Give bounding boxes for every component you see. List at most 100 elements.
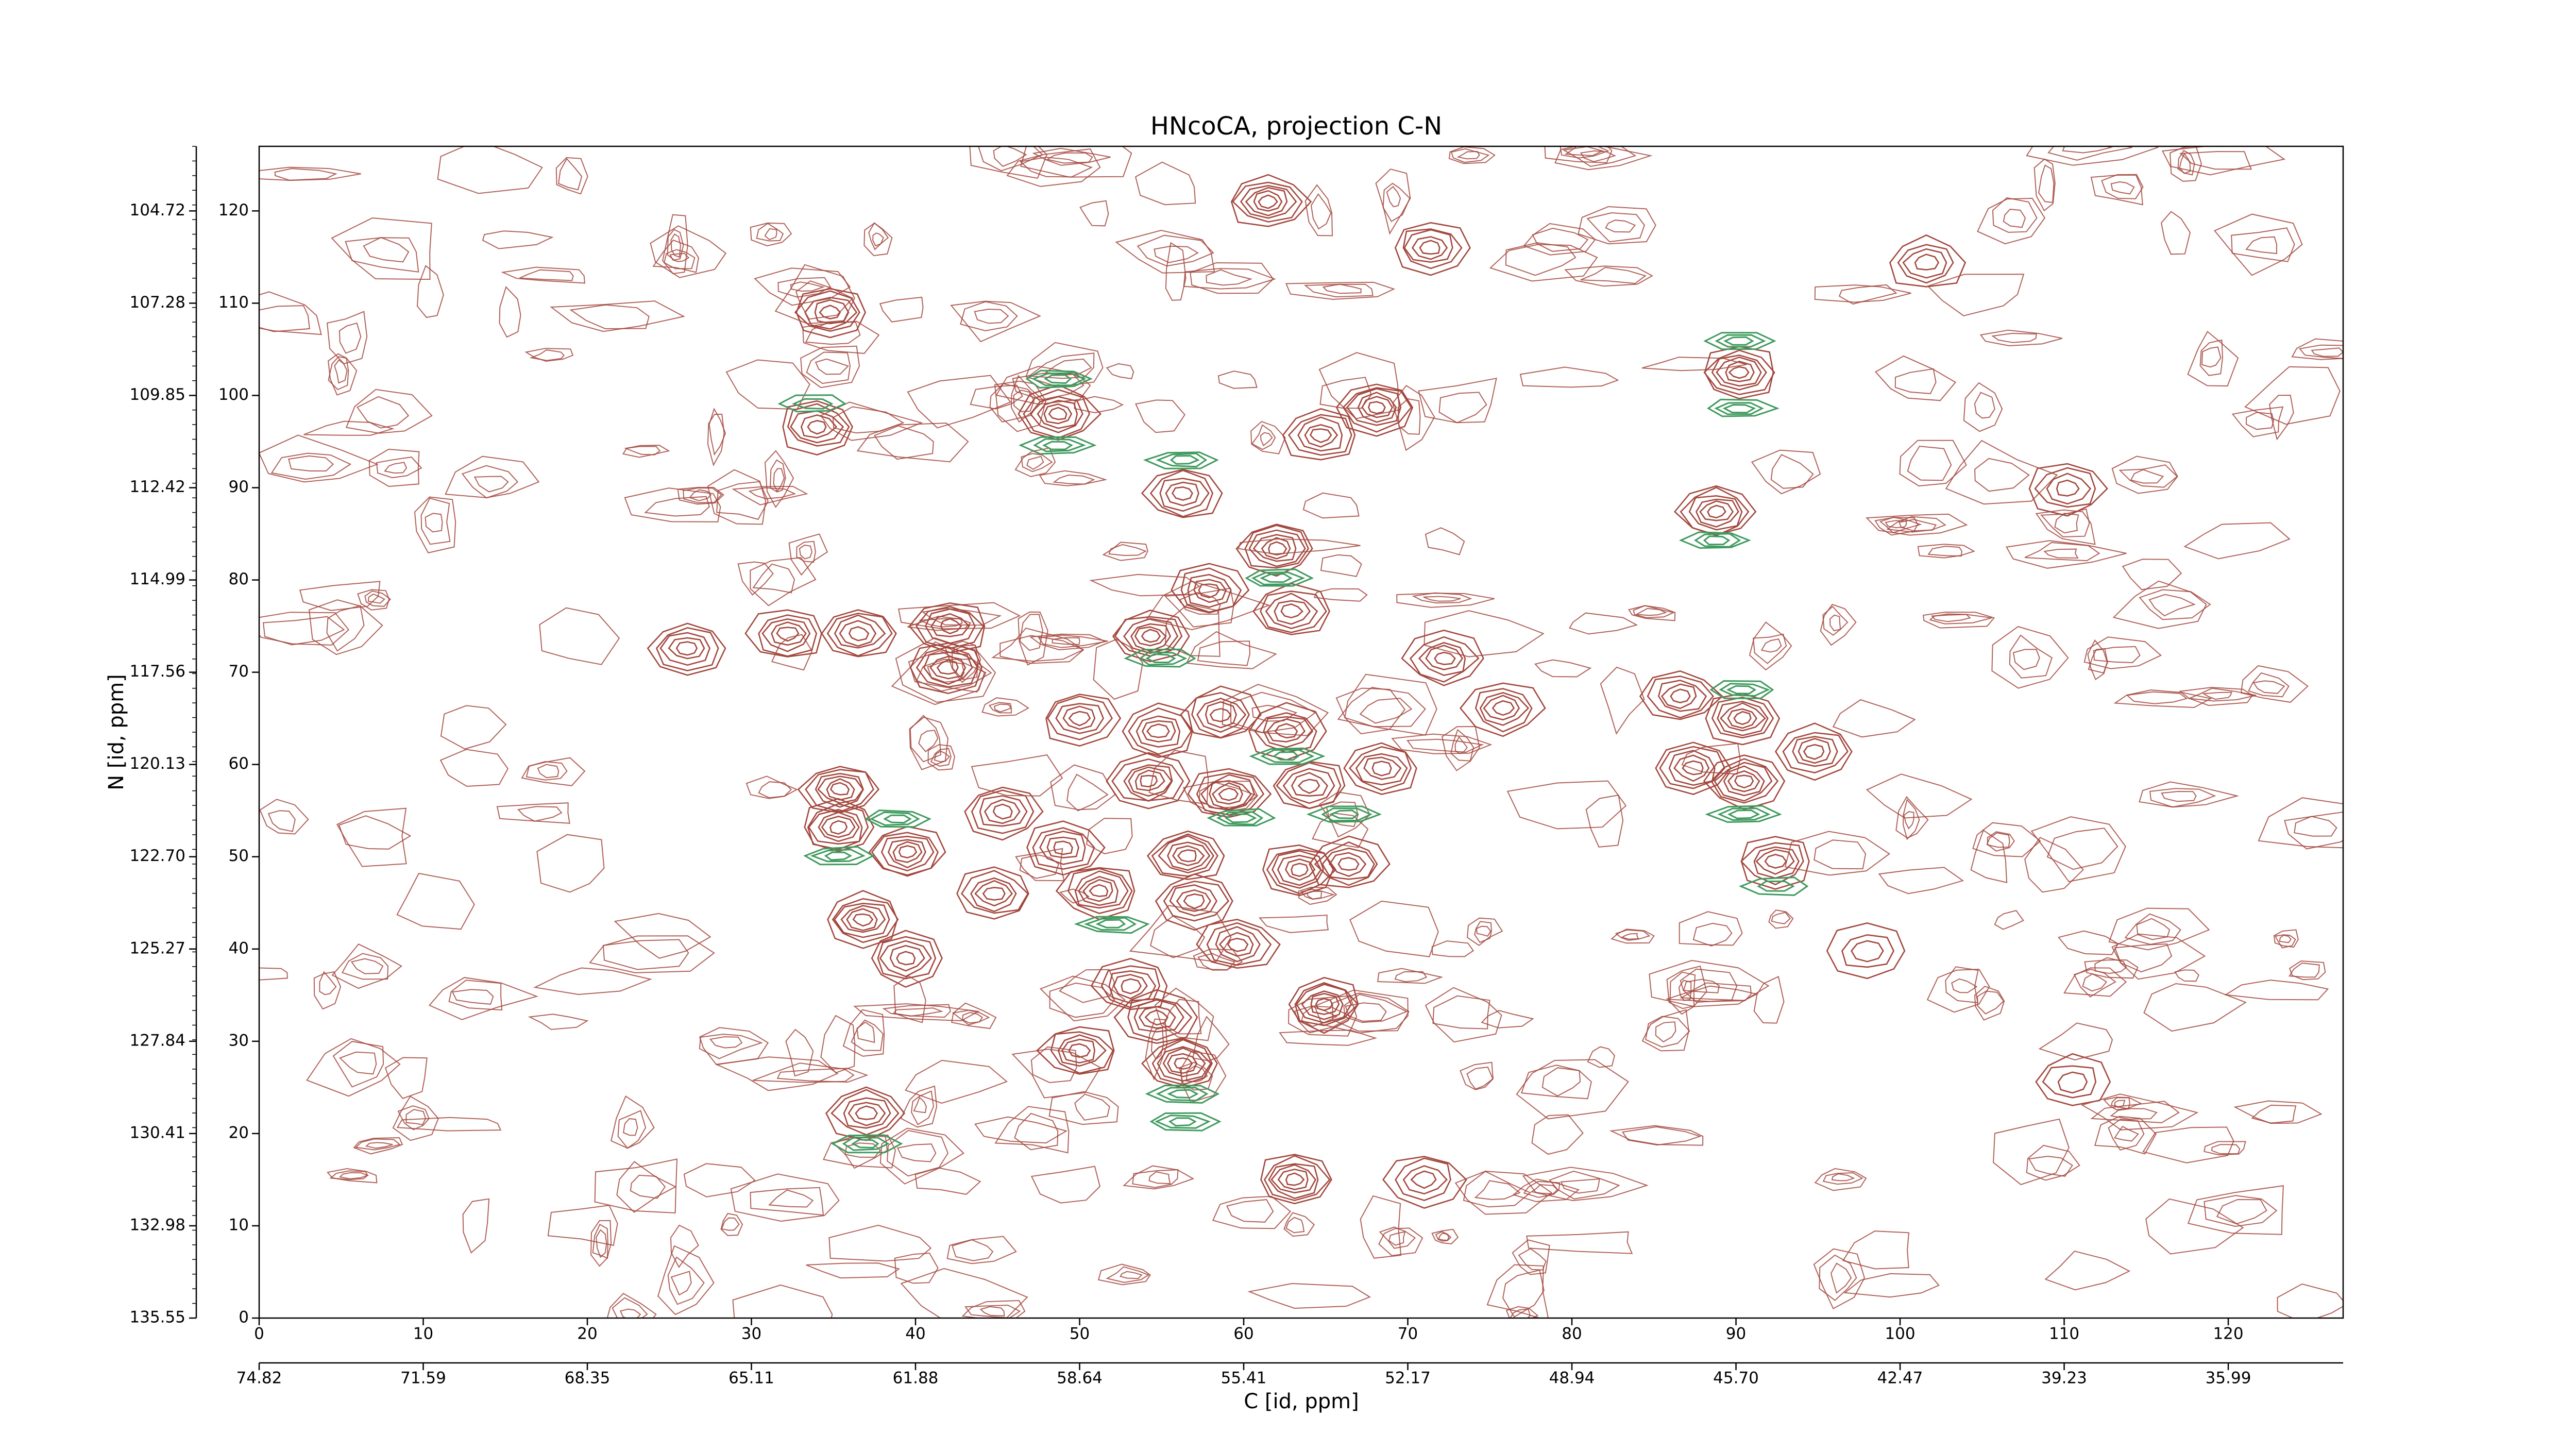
noise-contour bbox=[2179, 152, 2191, 174]
contour-ring bbox=[1764, 854, 1787, 869]
contour-ring bbox=[1127, 998, 1193, 1041]
peak bbox=[1679, 531, 1751, 549]
peak bbox=[2035, 1053, 2111, 1106]
noise-contour bbox=[788, 533, 828, 576]
peak bbox=[1122, 702, 1193, 758]
contour-ring bbox=[1268, 541, 1287, 556]
contour-ring bbox=[1301, 990, 1344, 1020]
contour-ring bbox=[1715, 334, 1766, 348]
noise-contour bbox=[730, 1173, 840, 1222]
contour-ring bbox=[2028, 463, 2108, 517]
noise-contour bbox=[1669, 971, 1696, 1015]
contour-ring bbox=[1704, 346, 1774, 400]
noise-contour bbox=[1866, 513, 1968, 536]
x-tick-label: 20 bbox=[577, 1325, 597, 1343]
contour-ring bbox=[1753, 846, 1800, 879]
peak bbox=[1703, 754, 1786, 811]
noise-contour bbox=[1010, 375, 1045, 423]
noise-contour bbox=[2101, 174, 2144, 199]
noise-contour bbox=[708, 408, 726, 456]
noise-contour bbox=[1532, 227, 1589, 252]
noise-contour bbox=[353, 1137, 403, 1155]
contour-ring bbox=[1483, 695, 1520, 721]
contour-ring bbox=[871, 930, 943, 988]
noise-contour bbox=[1874, 517, 1919, 536]
noise-contour bbox=[851, 1019, 884, 1051]
ppm-y-tick-label: 117.56 bbox=[130, 662, 185, 681]
contour-ring bbox=[814, 299, 850, 325]
noise-contour bbox=[1838, 284, 1897, 305]
contour-ring bbox=[1355, 753, 1408, 786]
noise-contour bbox=[863, 222, 893, 257]
ppm-y-tick-label: 130.41 bbox=[130, 1123, 185, 1142]
noise-contour bbox=[2038, 164, 2055, 204]
noise-contour bbox=[2231, 406, 2284, 437]
noise-contour bbox=[2201, 691, 2232, 700]
noise-contour bbox=[764, 450, 794, 509]
noise-contour bbox=[1486, 1264, 1549, 1318]
contour-ring bbox=[1167, 1053, 1198, 1074]
noise-contour bbox=[981, 697, 1029, 717]
contour-ring bbox=[1227, 937, 1249, 952]
contour-ring bbox=[1395, 1157, 1451, 1201]
noise-contour bbox=[1059, 888, 1090, 904]
contour-ring bbox=[819, 305, 841, 319]
noise-contour bbox=[1247, 1283, 1371, 1309]
noise-contour bbox=[1018, 611, 1048, 666]
noise-contour bbox=[1506, 780, 1627, 830]
noise-contour bbox=[1192, 1016, 1230, 1061]
noise-contour bbox=[1097, 1263, 1151, 1286]
noise-contour bbox=[1320, 554, 1362, 577]
contour-ring bbox=[1032, 827, 1095, 870]
contour-ring bbox=[831, 1134, 903, 1154]
contour-ring bbox=[1053, 840, 1073, 855]
noise-contour bbox=[1164, 603, 1221, 657]
noise-contour bbox=[769, 459, 786, 493]
noise-contour bbox=[1578, 206, 1656, 245]
noise-contour bbox=[2108, 1119, 2145, 1151]
peak bbox=[1889, 234, 1967, 288]
contour-ring bbox=[2034, 467, 2096, 508]
noise-contour bbox=[1927, 274, 2025, 316]
contour-ring bbox=[1277, 854, 1322, 886]
ppm-x-tick-label: 52.17 bbox=[1385, 1369, 1431, 1388]
contour-ring bbox=[1260, 590, 1327, 633]
noise-contour bbox=[1306, 890, 1323, 900]
noise-contour bbox=[1679, 985, 1758, 1001]
contour-ring bbox=[1727, 708, 1758, 729]
noise-contour bbox=[750, 1187, 824, 1216]
noise-contour bbox=[1302, 492, 1360, 519]
noise-contour bbox=[529, 349, 565, 361]
noise-contour bbox=[1431, 940, 1475, 957]
noise-contour bbox=[1655, 1021, 1676, 1043]
noise-contour bbox=[1518, 1248, 1547, 1271]
noise-contour bbox=[1349, 900, 1439, 957]
noise-contour bbox=[1360, 1195, 1402, 1259]
contour-ring bbox=[800, 414, 838, 438]
contour-ring bbox=[1046, 836, 1079, 858]
noise-contour bbox=[1679, 911, 1743, 946]
contour-ring bbox=[1410, 1170, 1437, 1189]
y-tick-label: 50 bbox=[229, 847, 249, 865]
contour-ring bbox=[1321, 847, 1376, 880]
noise-contour bbox=[270, 452, 352, 480]
contour-ring bbox=[1169, 884, 1218, 917]
noise-contour bbox=[1641, 1009, 1689, 1052]
noise-contour bbox=[1089, 573, 1200, 597]
contour-ring bbox=[1266, 718, 1306, 743]
contour-ring bbox=[1149, 1112, 1222, 1132]
noise-contour bbox=[1885, 520, 1907, 529]
contour-ring bbox=[1180, 685, 1262, 739]
contour-ring bbox=[1155, 1115, 1211, 1129]
contour-ring bbox=[1680, 486, 1750, 536]
contour-ring bbox=[1198, 583, 1221, 599]
noise-contour bbox=[1832, 699, 1916, 738]
noise-contour bbox=[1425, 527, 1465, 555]
noise-contour bbox=[1923, 611, 1995, 629]
noise-contour bbox=[916, 659, 992, 692]
noise-contour bbox=[396, 872, 475, 930]
contour-ring bbox=[1792, 736, 1838, 767]
noise-contour bbox=[842, 1009, 885, 1057]
peak bbox=[1018, 384, 1102, 441]
contour-ring bbox=[1270, 1164, 1317, 1194]
